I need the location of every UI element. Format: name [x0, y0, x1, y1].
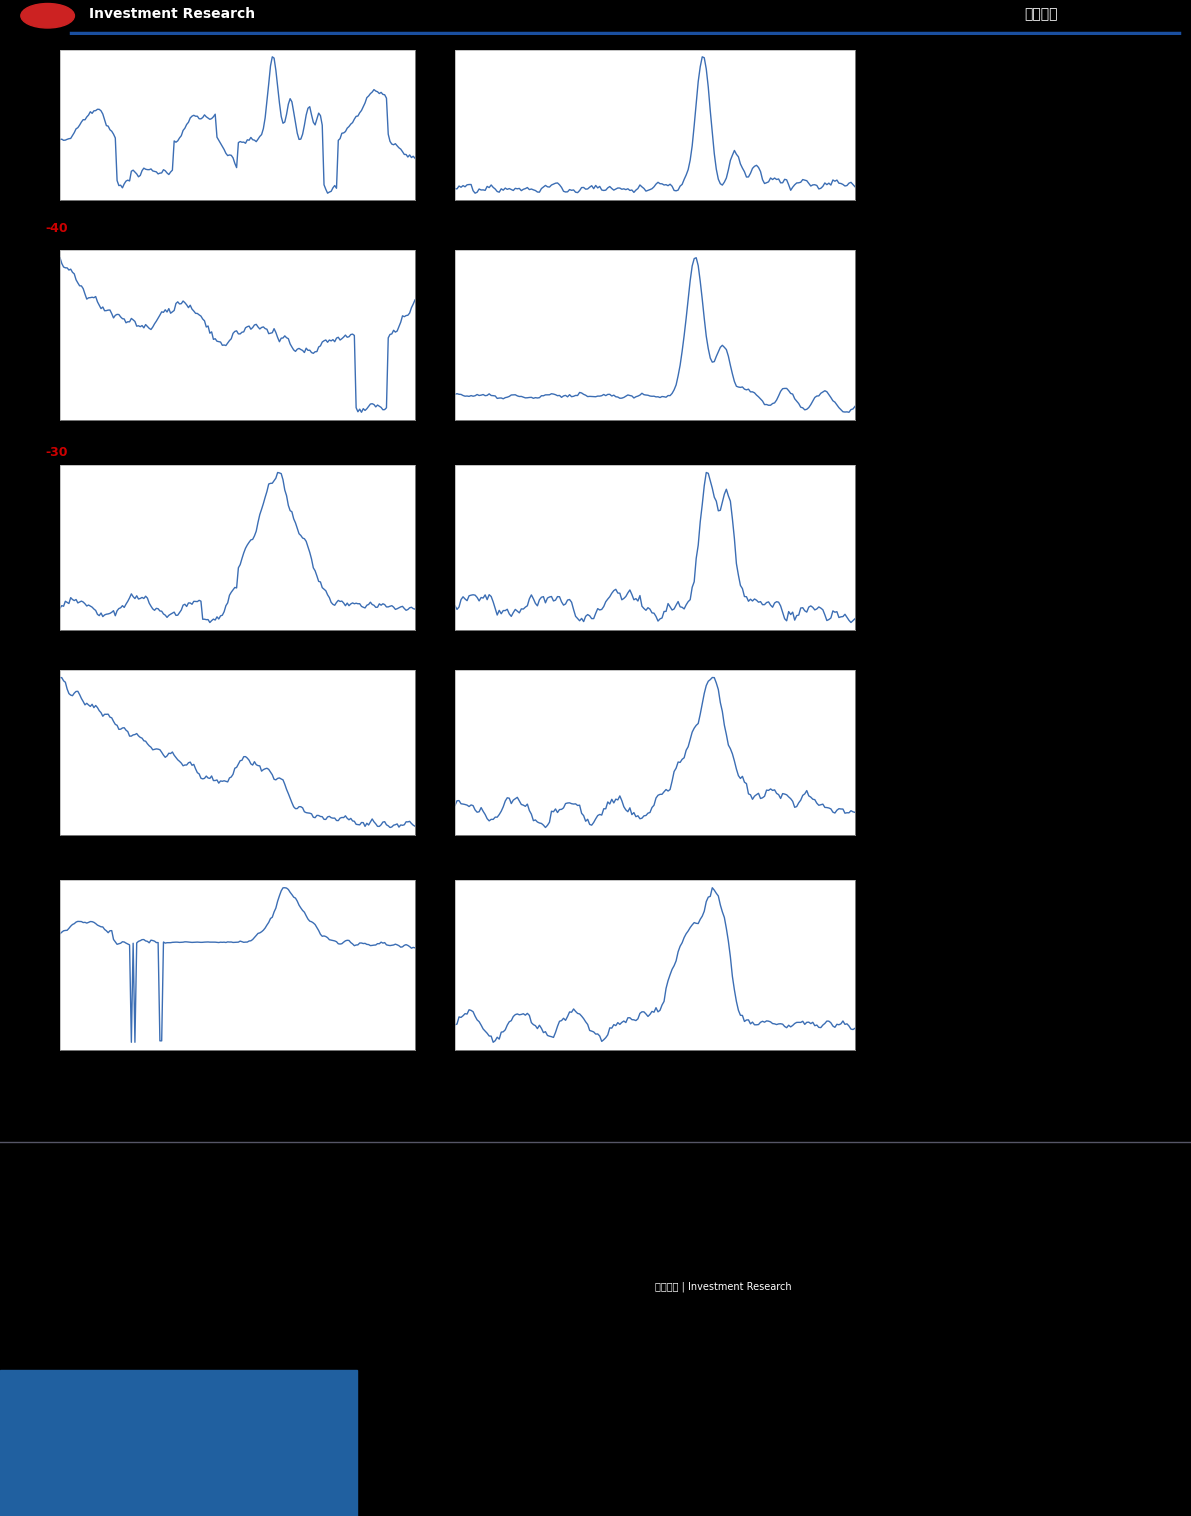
Text: 光大证券 | Investment Research: 光大证券 | Investment Research	[655, 1283, 792, 1293]
Text: -30: -30	[45, 446, 68, 458]
Text: -40: -40	[45, 223, 68, 235]
Text: Investment Research: Investment Research	[89, 8, 255, 21]
Ellipse shape	[21, 3, 74, 27]
Text: 估值周报: 估值周报	[1024, 8, 1058, 21]
Bar	[0, 1370, 357, 1516]
